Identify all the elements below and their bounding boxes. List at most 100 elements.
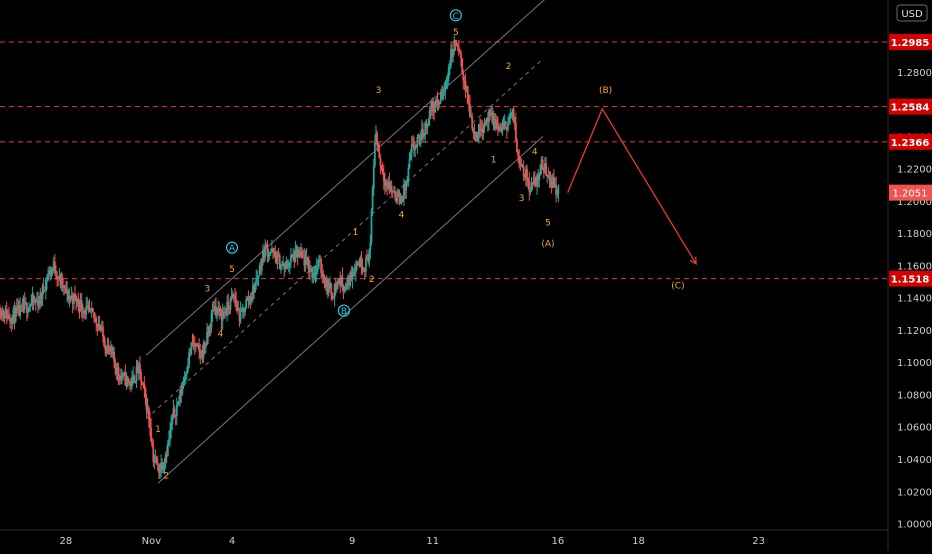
candle-body [536, 174, 538, 186]
candle-body [507, 122, 509, 130]
candle-body [411, 144, 414, 146]
candle-body [522, 167, 525, 177]
candle-body [352, 272, 355, 276]
candle-body [80, 300, 83, 311]
candle-body [485, 117, 488, 123]
wave-label: 1 [155, 425, 161, 435]
candle-body [397, 192, 400, 197]
candle-body [464, 80, 467, 90]
candle-body [229, 297, 232, 310]
time-tick-label: 23 [752, 536, 765, 547]
candle-body [510, 114, 513, 117]
candle-body [127, 378, 130, 384]
candle-body [373, 142, 376, 167]
candle-body [481, 128, 484, 133]
candle-body [19, 305, 22, 317]
candle-body [267, 253, 270, 256]
candle-body [313, 274, 316, 276]
candle-body [279, 264, 282, 270]
candle-body [272, 248, 274, 253]
candle-body [470, 116, 472, 118]
candle-body [332, 297, 335, 299]
candle-body [478, 124, 480, 135]
candle-body [436, 99, 439, 104]
candle-body [293, 254, 296, 262]
candle-body [414, 146, 417, 150]
candle-body [359, 257, 362, 266]
candle-body [271, 248, 273, 253]
candle-body [460, 53, 462, 59]
candle-body [206, 331, 208, 346]
candle-body [141, 381, 144, 383]
candle-body [516, 140, 518, 152]
candle-body [386, 181, 389, 188]
candle-body [395, 196, 398, 202]
candle-body [447, 67, 450, 79]
candle-body [442, 92, 445, 100]
candle-body [275, 256, 278, 264]
candle-body [212, 309, 215, 311]
candle-body [356, 262, 358, 266]
candle-body [438, 101, 441, 104]
candle-body [175, 404, 178, 417]
candle-body [353, 272, 356, 274]
candle-body [512, 108, 515, 118]
candle-body [150, 427, 152, 442]
candle-body [324, 284, 327, 288]
candle-body [339, 278, 342, 286]
candle-body [182, 381, 185, 386]
candle-body [218, 308, 221, 313]
candle-body [334, 284, 337, 290]
candle-body [520, 165, 523, 167]
candle-body [68, 297, 71, 301]
candle-body [51, 267, 54, 271]
candle-body [471, 116, 474, 129]
wave-label: 5 [229, 265, 235, 275]
candle-body [123, 372, 126, 374]
candle-body [300, 250, 302, 256]
candle-body [56, 275, 58, 278]
candle-body [71, 296, 74, 305]
candle-body [381, 168, 384, 174]
candle-body [245, 299, 248, 309]
candle-body [379, 157, 382, 166]
candle-body [360, 257, 363, 268]
candle-body [494, 120, 497, 129]
candle-body [310, 268, 312, 270]
candle-body [458, 50, 461, 54]
candle-body [87, 305, 90, 307]
candle-body [126, 375, 129, 379]
currency-button[interactable]: USD [896, 4, 928, 22]
candle-body [341, 276, 344, 287]
price-tick-label: 1.0000 [897, 520, 932, 531]
candle-body [66, 290, 69, 294]
candle-body [231, 294, 234, 297]
time-axis[interactable]: 28 Nov 4 9 11 16 18 23 [59, 536, 764, 547]
candle-body [486, 117, 489, 123]
candle-body [50, 270, 53, 275]
candle-body [511, 108, 514, 115]
candle-body [342, 286, 345, 293]
candle-body [306, 257, 309, 265]
candle-body [398, 192, 401, 204]
candle-body [285, 262, 288, 264]
candle-body [149, 418, 151, 428]
candle-body [94, 317, 97, 319]
candle-body [83, 310, 85, 314]
candle-body [556, 194, 559, 196]
candle-body [65, 286, 67, 294]
candle-body [25, 302, 28, 313]
candle-body [55, 271, 57, 276]
candle-body [347, 276, 349, 284]
major-wave-label: C [453, 12, 459, 22]
candle-body [274, 250, 277, 257]
candle-body [533, 177, 536, 185]
candle-body [390, 185, 393, 192]
candle-body [44, 280, 47, 292]
candle-body [509, 116, 512, 119]
candle-body [475, 136, 478, 141]
candle-body [467, 103, 470, 105]
price-axis[interactable]: 1.30001.28001.26001.24001.22001.20001.18… [889, 33, 932, 531]
